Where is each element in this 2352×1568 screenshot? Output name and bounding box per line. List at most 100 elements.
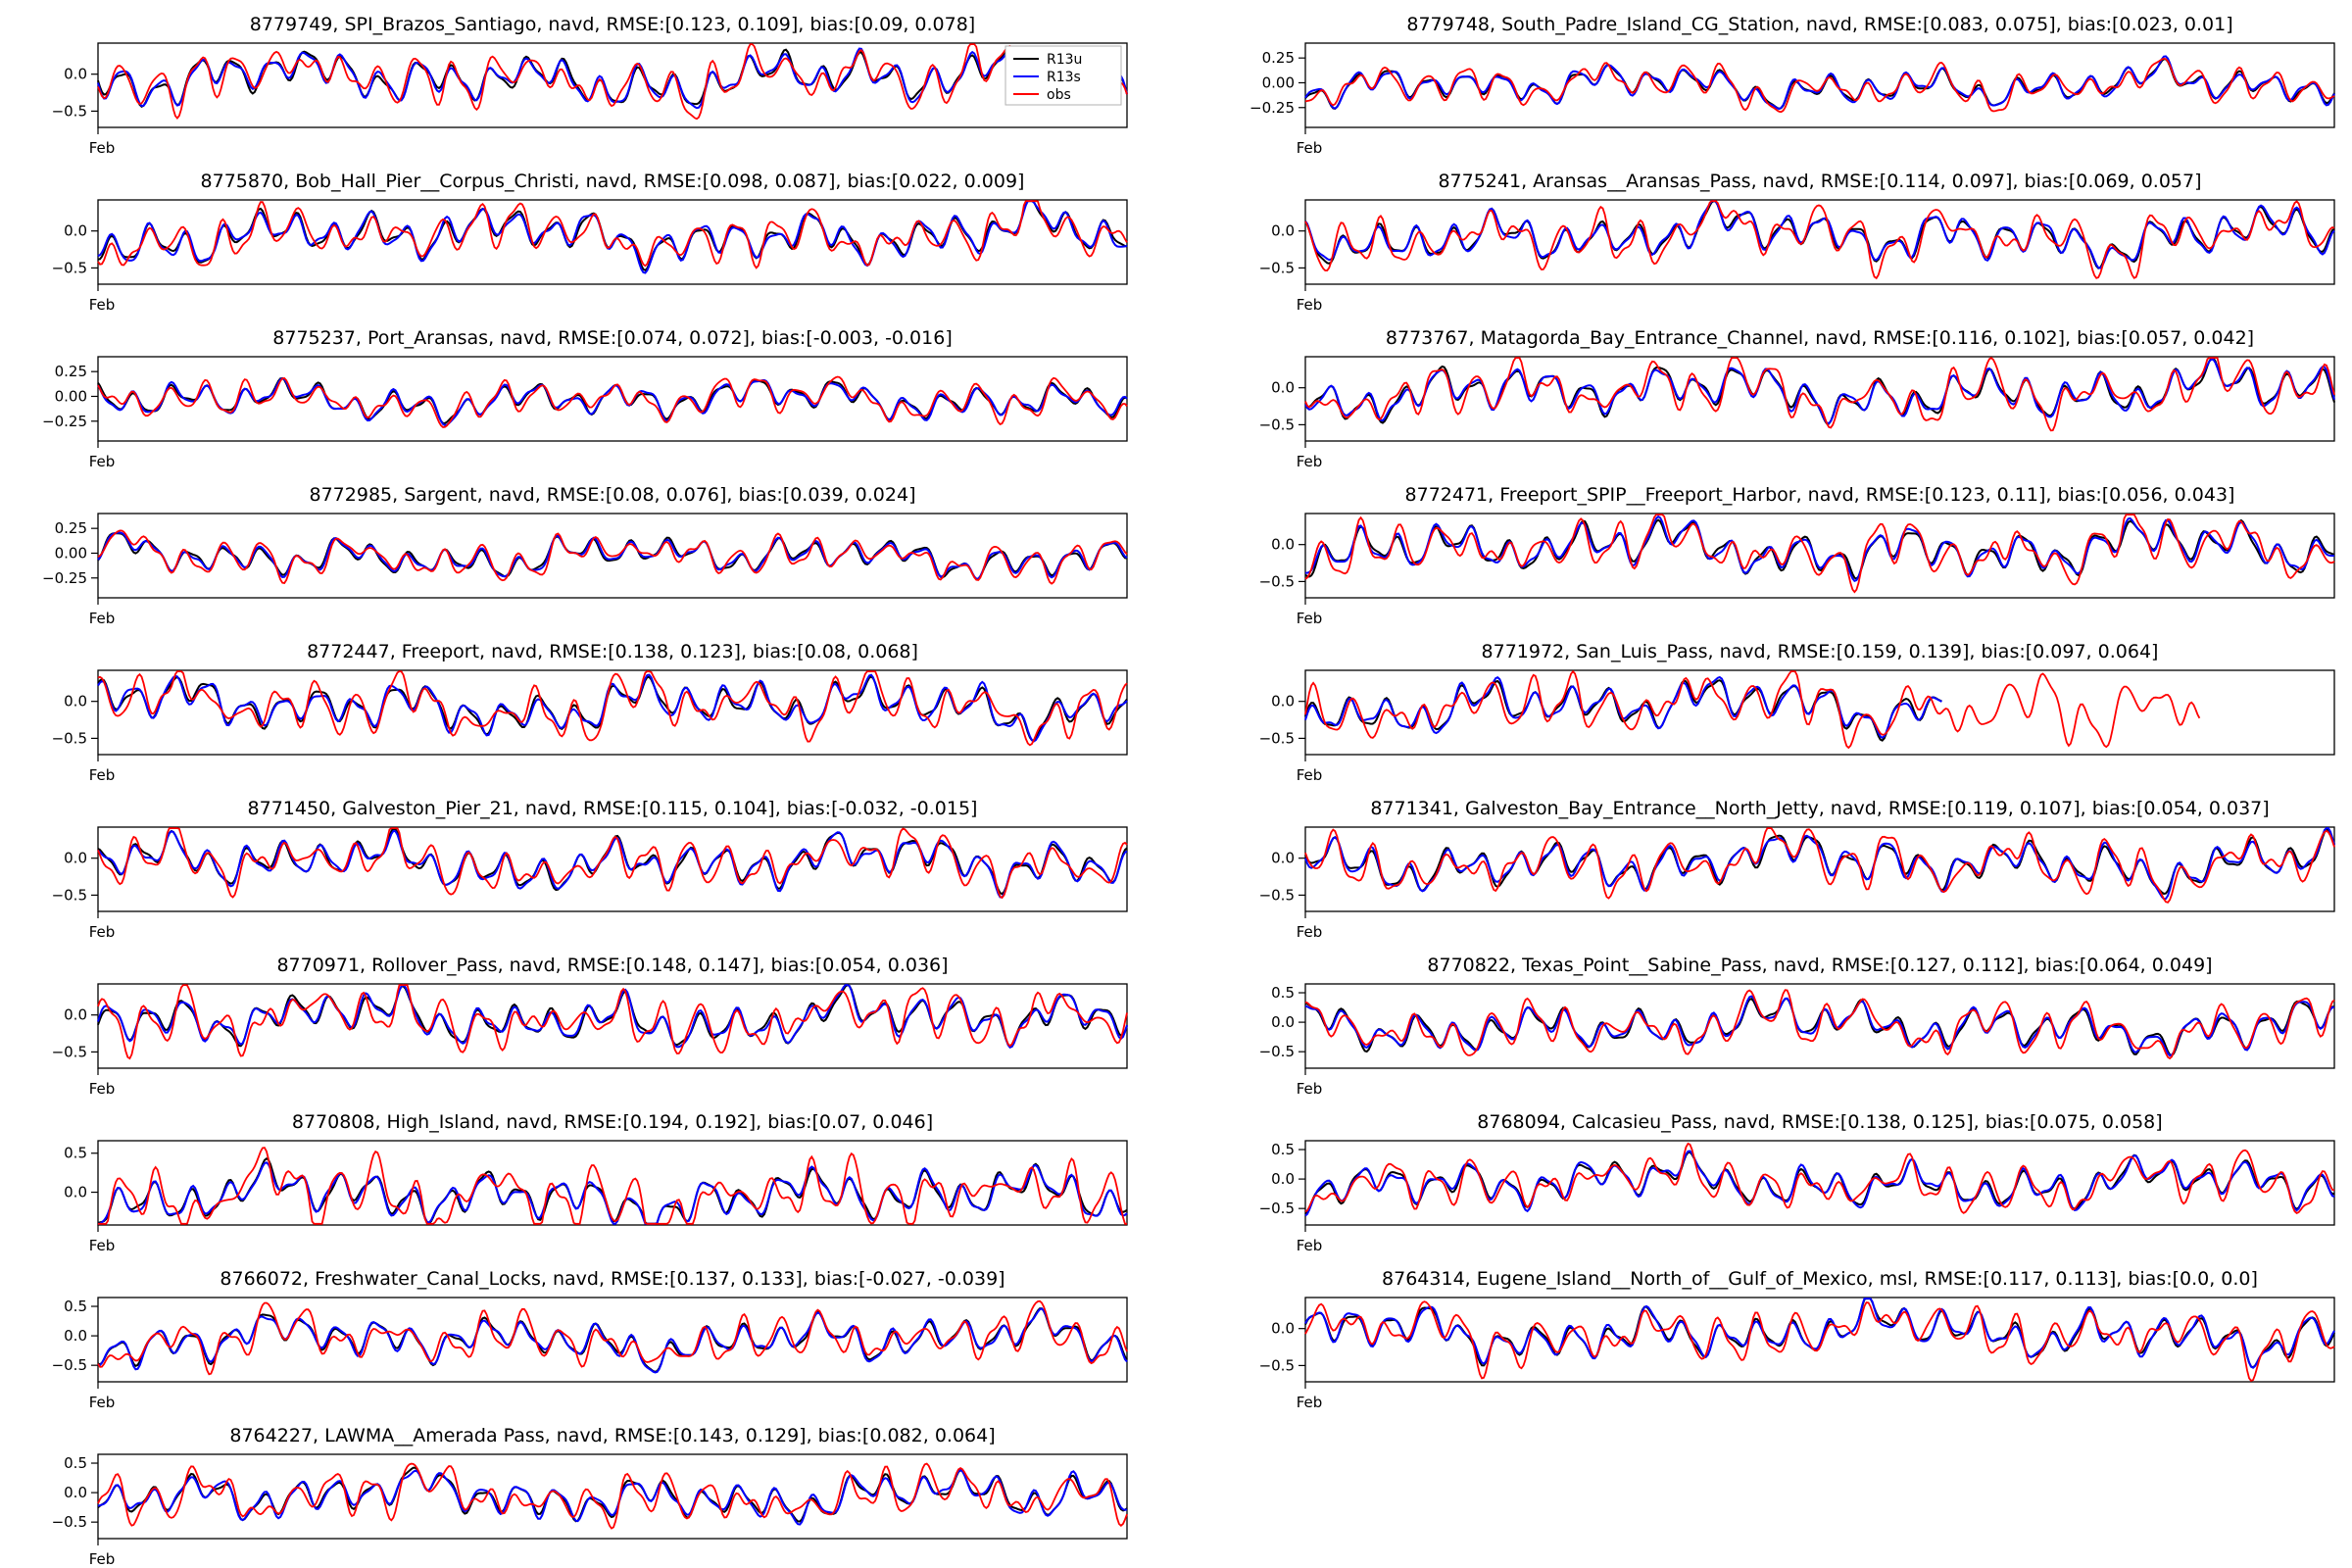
series-line-obs (1304, 357, 2335, 432)
series-line-obs (97, 670, 1128, 747)
plot-frame (1304, 1140, 2335, 1226)
series-line-obs (97, 1299, 1128, 1376)
x-tick-label: Feb (89, 453, 116, 470)
series-line-R13s (97, 200, 1128, 274)
x-tick-label: Feb (89, 1237, 116, 1254)
station-plot: 8771972, San_Luis_Pass, navd, RMSE:[0.15… (1237, 627, 2352, 784)
legend-label: R13u (1047, 52, 1082, 68)
y-tick-label: 0.00 (55, 544, 87, 562)
series-line-R13s (97, 984, 1128, 1050)
station-plot: 8768094, Calcasieu_Pass, navd, RMSE:[0.1… (1237, 1098, 2352, 1254)
y-tick-label: 0.5 (64, 1454, 87, 1472)
plot-title: 8770808, High_Island, navd, RMSE:[0.194,… (291, 1111, 934, 1133)
y-tick-label: −0.5 (1259, 729, 1295, 747)
plot-canvas: 0.5 0.0 −0.5 Feb (52, 1453, 1128, 1568)
plot-frame (97, 1140, 1128, 1226)
x-tick-label: Feb (1297, 453, 1323, 470)
y-tick-label: 0.0 (1271, 222, 1295, 240)
y-tick-label: −0.5 (52, 886, 87, 904)
station-plot: 8764227, LAWMA__Amerada Pass, navd, RMSE… (29, 1411, 1147, 1568)
series-line-obs (1304, 827, 2335, 904)
y-tick-label: 0.0 (1271, 1170, 1295, 1188)
plot-canvas: 0.5 0.0 −0.5 Feb (52, 1297, 1128, 1411)
plot-title: 8764227, LAWMA__Amerada Pass, navd, RMSE… (229, 1425, 996, 1446)
y-tick-label: 0.0 (1271, 536, 1295, 554)
x-tick-label: Feb (89, 923, 116, 941)
series-line-obs (97, 984, 1128, 1060)
plot-canvas: 0.0 −0.5 Feb (52, 826, 1128, 941)
y-tick-label: −0.5 (1259, 1356, 1295, 1374)
plot-title: 8775237, Port_Aransas, navd, RMSE:[0.074… (272, 327, 953, 349)
plot-canvas: 0.0 −0.5 Feb R13u R13s obs (52, 42, 1128, 157)
series-line-obs (97, 43, 1128, 121)
series-line-R13s (1305, 514, 2335, 582)
plot-frame (1304, 1297, 2335, 1383)
series-line-obs (97, 827, 1128, 900)
series-line-obs (97, 529, 1128, 585)
series-line-obs (97, 200, 1128, 270)
series-line-obs (1304, 200, 2335, 280)
plot-title: 8772447, Freeport, navd, RMSE:[0.138, 0.… (307, 641, 918, 662)
y-tick-label: −0.5 (52, 259, 87, 276)
station-plot: 8772447, Freeport, navd, RMSE:[0.138, 0.… (29, 627, 1147, 784)
series-line-R13s (1304, 1298, 2335, 1369)
plot-title: 8766072, Freshwater_Canal_Locks, navd, R… (220, 1268, 1005, 1290)
x-tick-label: Feb (1297, 139, 1323, 157)
y-tick-label: 0.0 (64, 222, 87, 240)
plot-frame (1304, 199, 2335, 285)
x-tick-label: Feb (1297, 1080, 1323, 1098)
series-line-obs (97, 375, 1128, 428)
plot-title: 8770822, Texas_Point__Sabine_Pass, navd,… (1427, 955, 2213, 976)
y-tick-label: 0.5 (1271, 1141, 1295, 1158)
y-tick-label: −0.25 (42, 569, 87, 587)
y-tick-label: 0.0 (64, 1006, 87, 1024)
plot-frame (97, 356, 1128, 442)
plot-canvas: 0.25 0.00 −0.25 Feb (42, 356, 1128, 470)
station-plot: 8772471, Freeport_SPIP__Freeport_Harbor,… (1237, 470, 2352, 627)
plot-frame (97, 1453, 1128, 1540)
y-tick-label: 0.5 (1271, 984, 1295, 1002)
y-tick-label: −0.5 (1259, 259, 1295, 276)
plot-title: 8772471, Freeport_SPIP__Freeport_Harbor,… (1404, 484, 2235, 506)
legend-label: obs (1047, 87, 1071, 103)
y-tick-label: 0.0 (1271, 1013, 1295, 1031)
station-plot: 8775237, Port_Aransas, navd, RMSE:[0.074… (29, 314, 1147, 470)
x-tick-label: Feb (89, 610, 116, 627)
series-line-obs (1304, 989, 2335, 1060)
series-line-R13s (1304, 200, 2335, 270)
y-tick-label: 0.0 (64, 1327, 87, 1345)
y-tick-label: 0.5 (64, 1298, 87, 1315)
plot-frame (97, 983, 1128, 1069)
series-line-obs (1304, 514, 2335, 594)
series-line-obs (1304, 669, 2201, 750)
y-tick-label: 0.00 (55, 387, 87, 405)
y-tick-label: 0.25 (55, 519, 87, 537)
y-tick-label: 0.0 (1271, 1320, 1295, 1338)
plot-canvas: 0.5 0.0 −0.5 Feb (1259, 1140, 2335, 1254)
series-line-obs (1304, 57, 2335, 114)
series-line-obs (1304, 1142, 2335, 1214)
plot-canvas: 0.5 0.0 Feb (64, 1140, 1128, 1254)
plot-canvas: 0.0 −0.5 Feb (52, 669, 1128, 784)
series-line-obs (1304, 1300, 2335, 1382)
series-line-obs (97, 1462, 1128, 1530)
plot-canvas: 0.0 −0.5 Feb (1259, 1297, 2335, 1411)
x-tick-label: Feb (89, 1394, 116, 1411)
plot-title: 8775241, Aransas__Aransas_Pass, navd, RM… (1438, 171, 2202, 192)
x-tick-label: Feb (1297, 766, 1323, 784)
x-tick-label: Feb (1297, 923, 1323, 941)
y-tick-label: −0.25 (1250, 99, 1295, 117)
y-tick-label: 0.0 (64, 66, 87, 83)
station-plot: 8764314, Eugene_Island__North_of__Gulf_o… (1237, 1254, 2352, 1411)
y-tick-label: −0.25 (42, 413, 87, 430)
y-tick-label: −0.5 (1259, 572, 1295, 590)
y-tick-label: 0.25 (1262, 49, 1295, 67)
y-tick-label: 0.0 (64, 850, 87, 867)
y-tick-label: 0.00 (1262, 74, 1295, 91)
plot-title: 8772985, Sargent, navd, RMSE:[0.08, 0.07… (309, 484, 916, 506)
series-line-R13s (97, 531, 1128, 580)
y-tick-label: −0.5 (1259, 886, 1295, 904)
plot-canvas: 0.0 −0.5 Feb (1259, 669, 2335, 784)
legend-label: R13s (1047, 70, 1081, 85)
station-plot: 8766072, Freshwater_Canal_Locks, navd, R… (29, 1254, 1147, 1411)
